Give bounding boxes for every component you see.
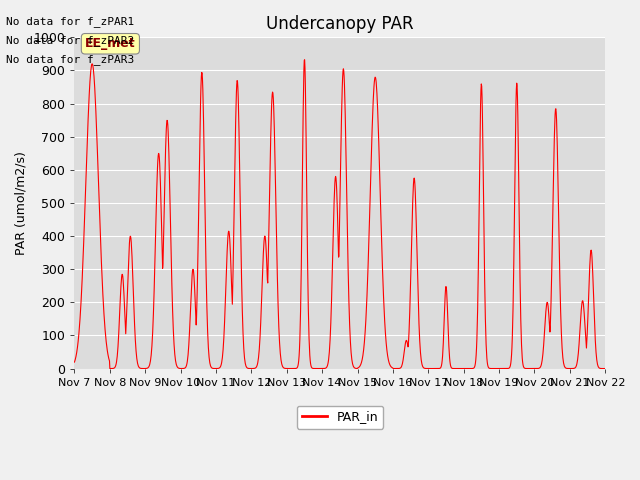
Y-axis label: PAR (umol/m2/s): PAR (umol/m2/s) — [15, 151, 28, 255]
Text: EE_met: EE_met — [85, 37, 136, 50]
Text: No data for f_zPAR2: No data for f_zPAR2 — [6, 35, 134, 46]
Text: No data for f_zPAR3: No data for f_zPAR3 — [6, 54, 134, 65]
Title: Undercanopy PAR: Undercanopy PAR — [266, 15, 413, 33]
Legend: PAR_in: PAR_in — [296, 406, 383, 429]
Text: No data for f_zPAR1: No data for f_zPAR1 — [6, 16, 134, 27]
